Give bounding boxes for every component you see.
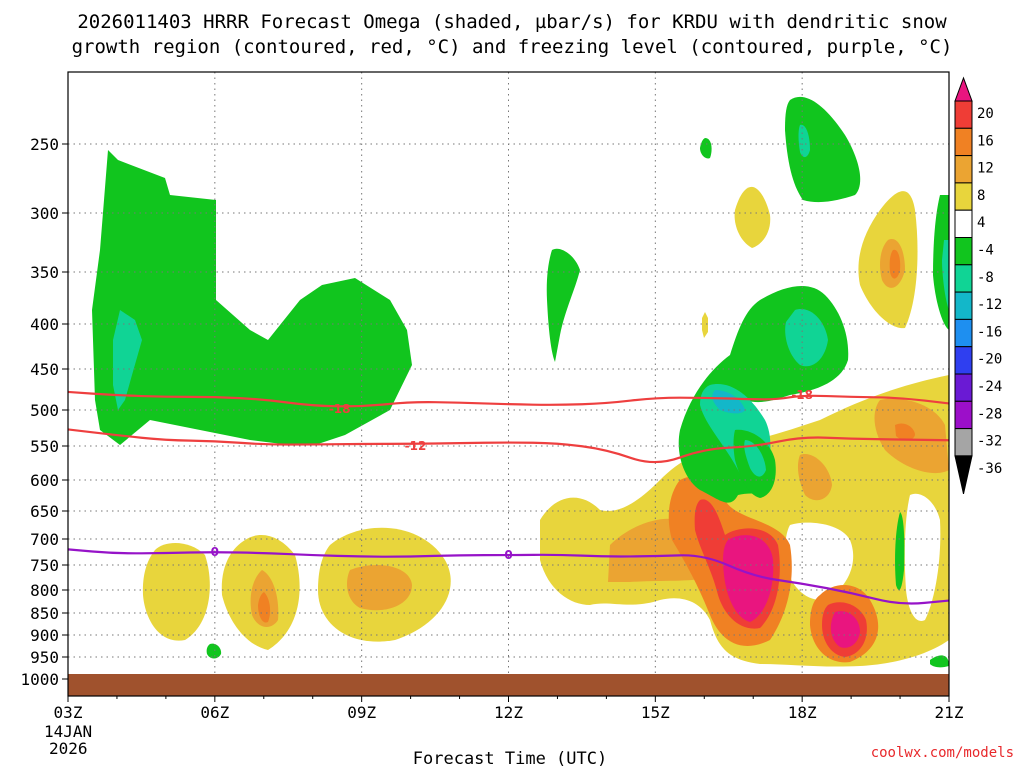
date-label-line2: 2026 xyxy=(49,739,88,758)
colorbar-label-6: -8 xyxy=(977,270,994,286)
omega-region-dkorange-07z xyxy=(258,592,271,623)
y-tick-label-750: 750 xyxy=(30,556,59,575)
omega-region-green-upper-left xyxy=(92,150,412,445)
y-tick-label-600: 600 xyxy=(30,471,59,490)
omega-region-dkorange-20z-upper xyxy=(889,249,901,279)
omega-region-orange-09z xyxy=(347,565,412,611)
colorbar-label-9: -20 xyxy=(977,352,1002,368)
omega-region-green-16z-upper xyxy=(700,138,712,159)
colorbar-top-arrow xyxy=(954,76,973,102)
colorbar-swatch-5 xyxy=(954,237,973,266)
colorbar-swatch-1 xyxy=(954,127,973,157)
y-tick-label-400: 400 xyxy=(30,315,59,334)
colorbar-swatch-11 xyxy=(954,400,973,430)
y-tick-label-950: 950 xyxy=(30,648,59,667)
omega-region-dkorange-20z xyxy=(895,423,915,441)
y-tick-label-850: 850 xyxy=(30,604,59,623)
y-axis: 250 300 350 400 450 500 550 600 650 700 750 800 850 9… xyxy=(20,135,68,689)
omega-region-magenta-19z xyxy=(830,611,860,648)
omega-region-green-21z-upper xyxy=(933,195,949,330)
colorbar-swatch-10 xyxy=(954,373,973,402)
colorbar-label-12: -32 xyxy=(977,434,1002,450)
y-tick-label-650: 650 xyxy=(30,502,59,521)
colorbar-label-11: -28 xyxy=(977,406,1002,422)
colorbar-label-4: 4 xyxy=(977,215,985,231)
contour-label--18: -18 xyxy=(329,402,351,416)
colorbar-swatch-8 xyxy=(954,318,973,348)
colorbar-label-2: 12 xyxy=(977,161,994,177)
omega-region-green-06z-sfc xyxy=(206,643,222,659)
omega-region-orange-18z xyxy=(797,454,832,501)
ground-surface xyxy=(68,674,949,696)
colorbar-swatch-4 xyxy=(954,209,973,238)
y-tick-label-250: 250 xyxy=(30,135,59,154)
contour-label-0: 0 xyxy=(211,545,219,559)
colorbar-label-3: 8 xyxy=(977,188,985,204)
omega-region-teal-18z-upper xyxy=(798,124,810,158)
y-tick-label-800: 800 xyxy=(30,581,59,600)
colorbar-label-0: 20 xyxy=(977,106,994,122)
y-tick-label-900: 900 xyxy=(30,626,59,645)
contour--18 xyxy=(68,390,949,408)
chart-title-line2: growth region (contoured, red, °C) and f… xyxy=(72,36,953,58)
omega-region-magenta-17z xyxy=(723,535,774,622)
colorbar-bottom-arrow xyxy=(954,455,973,495)
omega-region-yellow-17z-upper xyxy=(734,186,771,248)
omega-region-green-20z-low xyxy=(895,512,905,590)
y-tick-label-550: 550 xyxy=(30,437,59,456)
colorbar-label-8: -16 xyxy=(977,324,1002,340)
colorbar-swatch-2 xyxy=(954,155,973,184)
colorbar-swatch-3 xyxy=(954,182,973,211)
y-tick-label-350: 350 xyxy=(30,263,59,282)
colorbar-label-5: -4 xyxy=(977,243,994,259)
omega-region-teal-04z xyxy=(113,310,142,410)
chart-title-line1: 2026011403 HRRR Forecast Omega (shaded, … xyxy=(77,11,947,33)
contours: -18 -12 0 -18 0 xyxy=(68,388,949,605)
y-tick-label-300: 300 xyxy=(30,204,59,223)
omega-region-yellow-16z-small xyxy=(702,312,708,338)
y-tick-label-450: 450 xyxy=(30,360,59,379)
x-tick-label-03Z: 03Z xyxy=(54,703,83,722)
x-tick-label-09Z: 09Z xyxy=(347,703,376,722)
colorbar-label-1: 16 xyxy=(977,133,994,149)
omega-region-teal-18z xyxy=(785,309,828,367)
x-axis-label: Forecast Time (UTC) xyxy=(413,749,607,768)
colorbar-label-13: -36 xyxy=(977,461,1002,477)
contour-label-0-2: 0 xyxy=(504,548,512,562)
y-tick-label-1000: 1000 xyxy=(20,670,59,689)
colorbar-swatch-7 xyxy=(954,291,973,320)
x-tick-label-06Z: 06Z xyxy=(200,703,229,722)
colorbar-swatch-0 xyxy=(954,100,973,129)
omega-region-green-13z xyxy=(546,248,580,362)
x-axis: 03Z 06Z 09Z 12Z 15Z 18Z 21Z xyxy=(54,696,964,722)
contour-0 xyxy=(68,548,949,605)
omega-region-green-18z-upper xyxy=(785,96,861,203)
omega-region-yellow-05z xyxy=(142,543,210,641)
credit-link[interactable]: coolwx.com/models xyxy=(871,745,1014,761)
omega-region-teal-21z-upper xyxy=(942,240,949,310)
x-tick-label-18Z: 18Z xyxy=(788,703,817,722)
contour--12 xyxy=(68,428,949,464)
y-tick-label-500: 500 xyxy=(30,401,59,420)
y-tick-label-700: 700 xyxy=(30,530,59,549)
colorbar-swatch-9 xyxy=(954,346,973,375)
x-tick-label-21Z: 21Z xyxy=(935,703,964,722)
colorbar-swatch-6 xyxy=(954,264,973,293)
colorbar-swatch-12 xyxy=(954,428,973,457)
omega-shading xyxy=(92,96,949,668)
colorbar-label-7: -12 xyxy=(977,297,1002,313)
omega-region-green-21z-sfc xyxy=(930,655,949,668)
omega-region-teal-17z-low xyxy=(744,440,766,477)
contour-label--18-2: -18 xyxy=(791,388,813,402)
x-tick-label-15Z: 15Z xyxy=(641,703,670,722)
omega-region-cyan-afternoon xyxy=(712,390,745,414)
contour-label--12: -12 xyxy=(405,439,427,453)
colorbar: 20 16 12 8 4 -4 -8 -12 -16 -20 -24 -28 -32 -36 xyxy=(954,76,1002,495)
x-tick-label-12Z: 12Z xyxy=(494,703,523,722)
date-label-line1: 14JAN xyxy=(44,722,92,741)
omega-region-white-hole-right xyxy=(904,493,941,621)
omega-region-white-hole xyxy=(785,522,854,601)
colorbar-label-10: -24 xyxy=(977,379,1002,395)
